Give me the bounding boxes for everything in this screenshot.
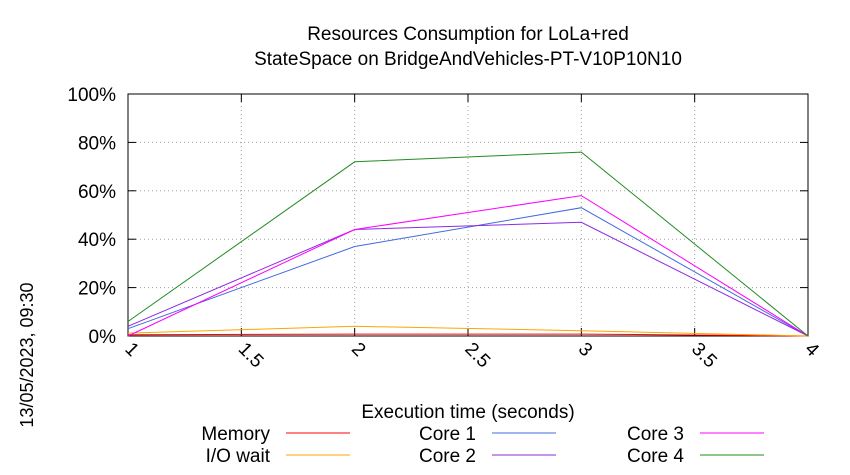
y-tick-label: 60%	[78, 182, 116, 203]
series-line-core-2	[127, 221, 809, 337]
grid	[127, 93, 809, 337]
y-tick-label: 20%	[78, 279, 116, 300]
y-tick-label: 40%	[78, 230, 116, 251]
legend-label: I/O wait	[206, 446, 271, 467]
series-line-memory	[127, 333, 809, 337]
x-tick-label: 2	[347, 339, 369, 361]
series-line-core-4	[127, 151, 809, 337]
series-lines	[127, 151, 809, 337]
y-axis: 0% 20% 40% 60% 80% 100%	[67, 85, 808, 348]
x-tick-label: 3	[574, 339, 596, 361]
y-tick-label: 100%	[67, 85, 116, 106]
x-tick-label: 1	[120, 339, 142, 361]
series-line-i-o-wait	[127, 325, 809, 337]
series-line-core-3	[127, 195, 809, 337]
x-axis-label: Execution time (seconds)	[361, 402, 574, 423]
x-tick-label: 1.5	[234, 339, 268, 373]
series-line-core-1	[127, 207, 809, 337]
x-tick-label: 4	[800, 339, 823, 362]
timestamp: 13/05/2023, 09:30	[17, 282, 37, 427]
legend-label: Memory	[201, 424, 270, 445]
legend-label: Core 3	[627, 424, 684, 445]
y-tick-label: 80%	[78, 133, 116, 154]
x-tick-label: 3.5	[687, 339, 721, 373]
legend-label: Core 2	[419, 446, 476, 467]
legend-label: Core 1	[419, 424, 476, 445]
legend-label: Core 4	[627, 446, 684, 467]
x-tick-label: 2.5	[460, 339, 494, 373]
chart-title: Resources Consumption for LoLa+red	[307, 24, 629, 45]
chart-subtitle: StateSpace on BridgeAndVehicles-PT-V10P1…	[254, 49, 682, 70]
y-tick-label: 0%	[89, 327, 117, 348]
